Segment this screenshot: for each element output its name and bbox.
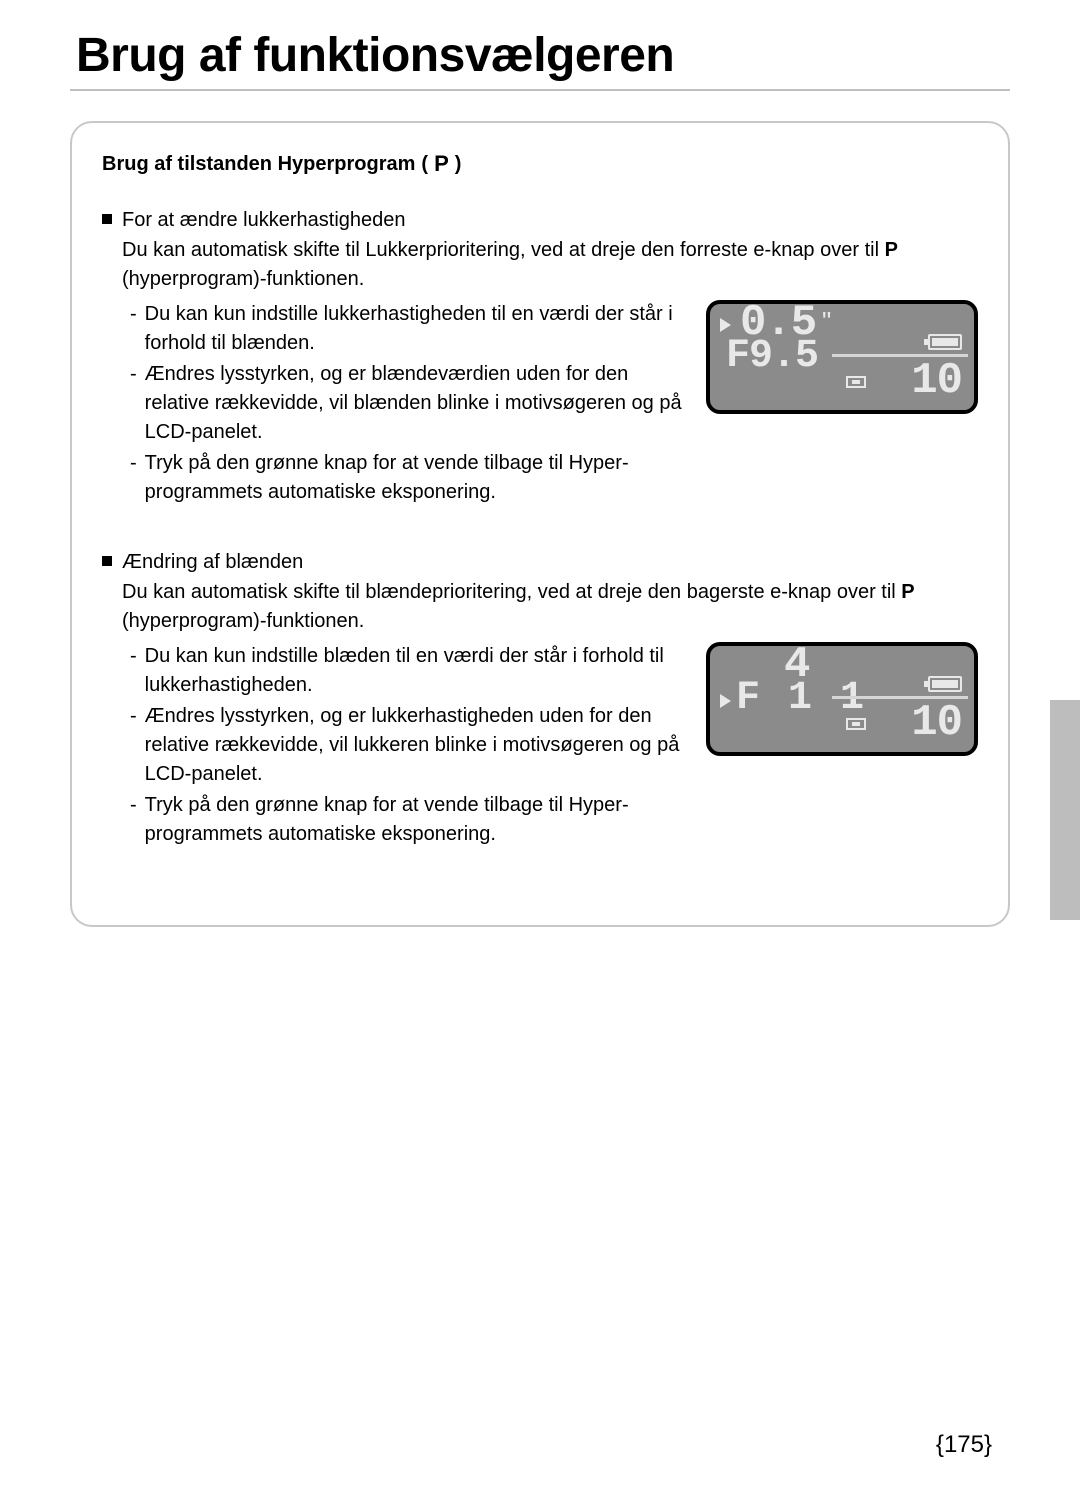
sub-text: Du kan kun indstille blæden til en værdi… — [145, 642, 688, 700]
sub-text: Du kan kun indstille lukkerhastigheden t… — [145, 300, 688, 358]
sub-text: Tryk på den grønne knap for at vende til… — [145, 449, 688, 507]
lcd-count: 10 — [911, 356, 962, 406]
sub-text: Ændres lysstyrken, og er blændeværdien u… — [145, 360, 688, 447]
sub-item: -Ændres lysstyrken, og er blændeværdien … — [130, 360, 688, 447]
content-box: Brug af tilstanden Hyperprogram ( P ) Fo… — [70, 121, 1010, 927]
battery-icon — [928, 676, 962, 692]
bullet-row: Ændring af blænden — [102, 549, 978, 576]
sub-item: -Du kan kun indstille lukkerhastigheden … — [130, 300, 688, 358]
bullet-row: For at ændre lukkerhastigheden — [102, 207, 978, 234]
lcd-panel: 0.5 " F9.5 10 — [706, 300, 978, 414]
para-pre: Du kan automatisk skifte til blændeprior… — [122, 581, 901, 603]
square-bullet-icon — [102, 556, 112, 566]
triangle-icon — [720, 318, 731, 332]
dash-icon: - — [130, 642, 137, 700]
section-heading: Brug af tilstanden Hyperprogram ( P ) — [102, 151, 978, 177]
dash-icon: - — [130, 791, 137, 849]
open-brace: { — [936, 1431, 944, 1458]
seconds-mark-icon: " — [822, 306, 831, 337]
two-col: -Du kan kun indstille lukkerhastigheden … — [102, 300, 978, 509]
card-icon — [846, 376, 866, 388]
lcd-aperture: F9.5 — [726, 334, 818, 379]
para-post: (hyperprogram)-funktionen. — [122, 268, 364, 290]
lcd-count: 10 — [911, 698, 962, 748]
triangle-icon — [720, 694, 731, 708]
open-paren: ( — [421, 153, 428, 176]
square-bullet-icon — [102, 214, 112, 224]
para-pre: Du kan automatisk skifte til Lukkerprior… — [122, 239, 885, 261]
close-paren: ) — [455, 153, 462, 176]
dash-icon: - — [130, 360, 137, 447]
card-icon — [846, 718, 866, 730]
block-aperture: Ændring af blænden Du kan automatisk ski… — [102, 549, 978, 851]
block-shutter: For at ændre lukkerhastigheden Du kan au… — [102, 207, 978, 509]
sub-text: Tryk på den grønne knap for at vende til… — [145, 791, 688, 849]
close-brace: } — [984, 1431, 992, 1458]
battery-icon — [928, 334, 962, 350]
sub-list: -Du kan kun indstille blæden til en værd… — [102, 642, 688, 851]
dash-icon: - — [130, 702, 137, 789]
sub-item: -Du kan kun indstille blæden til en værd… — [130, 642, 688, 700]
sub-item: -Tryk på den grønne knap for at vende ti… — [130, 791, 688, 849]
manual-page: Brug af funktionsvælgeren Brug af tilsta… — [0, 0, 1080, 1507]
sub-item: -Ændres lysstyrken, og er lukkerhastighe… — [130, 702, 688, 789]
sub-list: -Du kan kun indstille lukkerhastigheden … — [102, 300, 688, 509]
page-number-value: 175 — [944, 1431, 984, 1458]
intro-paragraph: Du kan automatisk skifte til Lukkerprior… — [102, 236, 978, 294]
dash-icon: - — [130, 449, 137, 507]
intro-paragraph: Du kan automatisk skifte til blændeprior… — [102, 578, 978, 636]
thumb-tab — [1050, 700, 1080, 920]
bullet-text: For at ændre lukkerhastigheden — [122, 207, 406, 234]
page-number: {175} — [936, 1431, 992, 1459]
lcd-illustration-2: 4 F 1 1 10 — [706, 642, 978, 756]
dash-icon: - — [130, 300, 137, 358]
bullet-text: Ændring af blænden — [122, 549, 303, 576]
sub-text: Ændres lysstyrken, og er lukkerhastighed… — [145, 702, 688, 789]
para-post: (hyperprogram)-funktionen. — [122, 610, 364, 632]
page-title: Brug af funktionsvælgeren — [76, 28, 1010, 83]
two-col: -Du kan kun indstille blæden til en værd… — [102, 642, 978, 851]
lcd-illustration-1: 0.5 " F9.5 10 — [706, 300, 978, 414]
section-heading-text: Brug af tilstanden Hyperprogram — [102, 153, 415, 176]
sub-item: -Tryk på den grønne knap for at vende ti… — [130, 449, 688, 507]
para-bold: P — [901, 581, 914, 603]
mode-letter: P — [434, 151, 449, 177]
title-bar: Brug af funktionsvælgeren — [70, 28, 1010, 91]
lcd-panel: 4 F 1 1 10 — [706, 642, 978, 756]
para-bold: P — [885, 239, 898, 261]
